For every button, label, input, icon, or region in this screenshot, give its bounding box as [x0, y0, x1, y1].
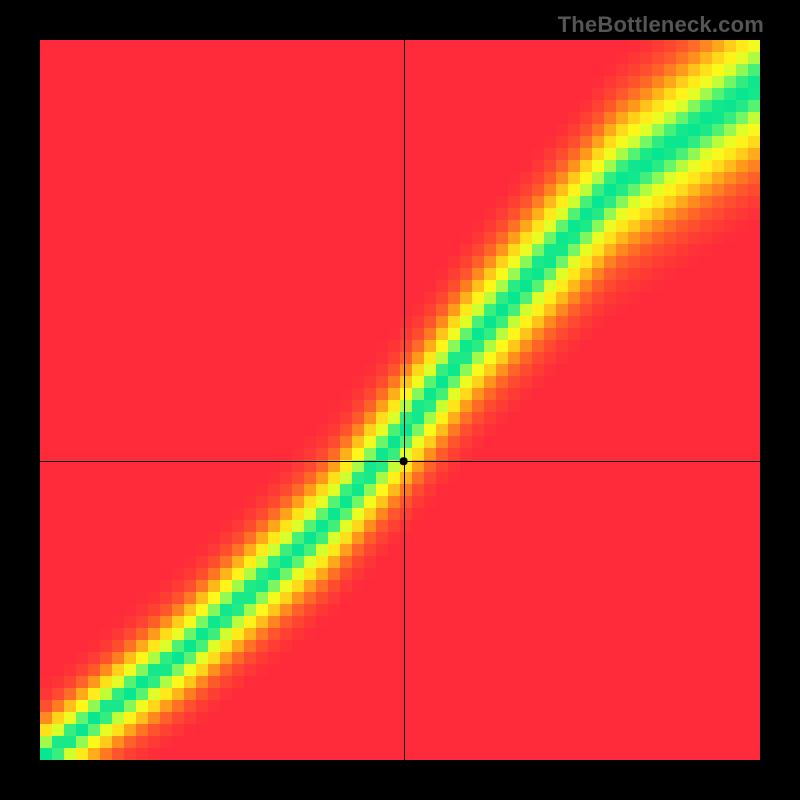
watermark-text: TheBottleneck.com — [558, 12, 764, 38]
bottleneck-heatmap — [40, 40, 760, 760]
plot-area — [40, 40, 760, 760]
outer-frame: TheBottleneck.com — [0, 0, 800, 800]
